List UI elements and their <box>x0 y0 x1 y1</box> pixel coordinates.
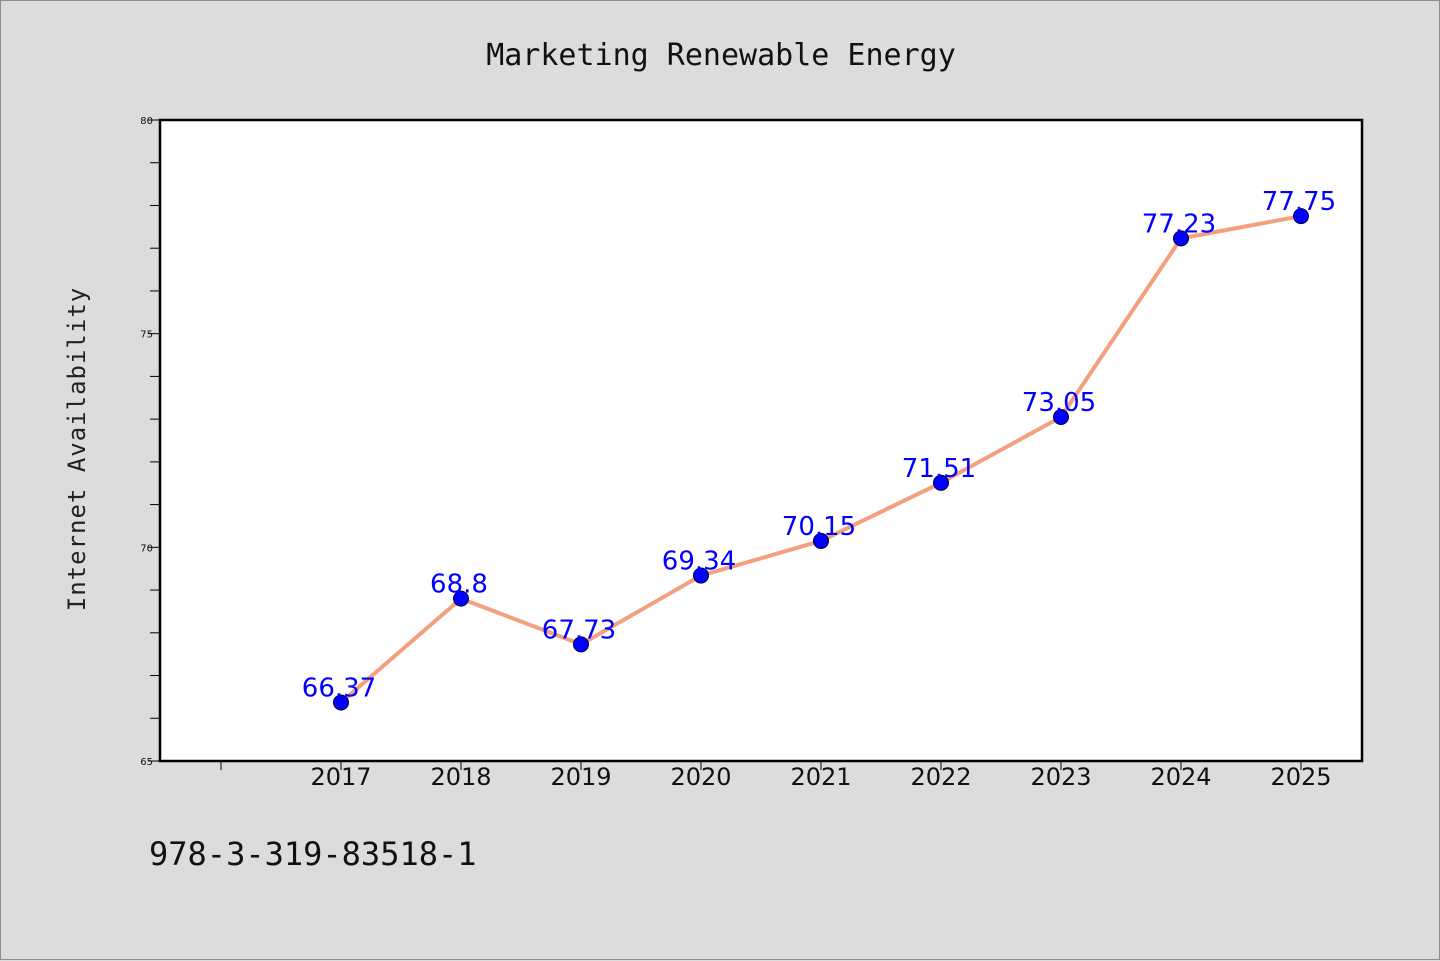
data-label: 73.05 <box>1022 388 1096 418</box>
y-tick-label: 80 <box>140 116 153 127</box>
x-tick-label: 2020 <box>670 763 731 791</box>
data-label: 77.23 <box>1142 209 1216 239</box>
data-point <box>933 474 949 491</box>
data-point <box>1053 408 1069 425</box>
x-tick-label: 2019 <box>550 763 611 791</box>
x-tick-label: 2024 <box>1150 763 1211 791</box>
x-tick-label: 2017 <box>310 763 371 791</box>
series-layer <box>333 208 1309 711</box>
y-axis-label: Internet Availability <box>63 287 91 611</box>
y-axis-ticks: 65 70 75 80 <box>140 116 160 768</box>
data-point <box>1293 208 1309 225</box>
x-tick-label: 2022 <box>910 763 971 791</box>
data-point <box>693 567 709 584</box>
data-label: 68.8 <box>430 570 488 600</box>
y-tick-label: 75 <box>140 330 153 341</box>
data-label: 69.34 <box>662 547 736 577</box>
x-tick-label: 2018 <box>430 763 491 791</box>
chart-title: Marketing Renewable Energy <box>486 38 956 73</box>
x-tick-label: 2021 <box>790 763 851 791</box>
plot-area <box>158 118 1364 763</box>
data-label: 77.75 <box>1262 187 1336 217</box>
data-label: 66.37 <box>302 673 376 703</box>
x-axis-ticks: 2017 2018 2019 2020 2021 2022 2023 2024 2025 <box>220 761 1332 791</box>
data-point <box>333 694 349 711</box>
footer-isbn: 978-3-319-83518-1 <box>149 835 477 873</box>
data-point <box>1173 230 1189 247</box>
y-tick-label: 65 <box>140 757 153 768</box>
data-label-layer: 66.37 68.8 67.73 69.34 70.15 71.51 73.05 77.23 7… <box>302 187 1336 703</box>
data-point <box>573 636 589 653</box>
data-label: 71.51 <box>902 454 976 484</box>
x-tick-label: 2025 <box>1270 763 1331 791</box>
data-label: 67.73 <box>542 615 616 645</box>
x-tick-label: 2023 <box>1030 763 1091 791</box>
y-tick-label: 70 <box>140 543 153 554</box>
data-point <box>813 532 829 549</box>
data-label: 70.15 <box>782 512 856 542</box>
data-point <box>453 590 469 607</box>
